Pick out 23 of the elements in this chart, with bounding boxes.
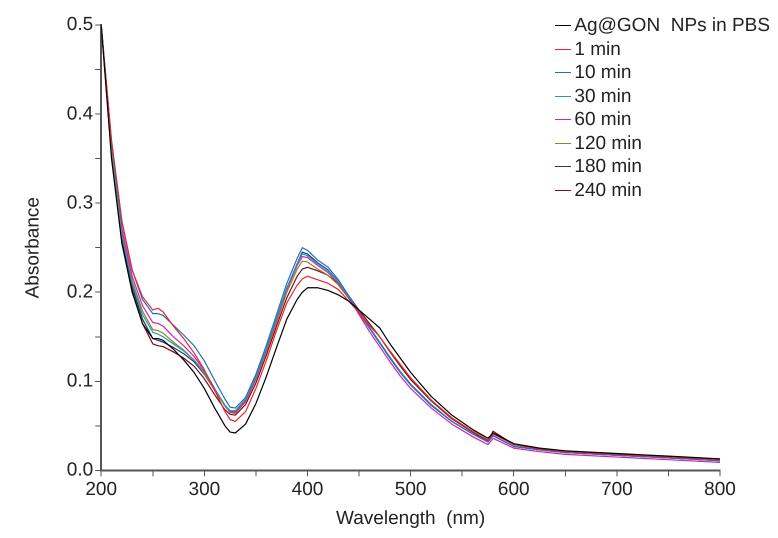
- y-tick-label: 0.4: [66, 103, 94, 124]
- y-tick-label: 0.0: [66, 460, 94, 481]
- x-axis-title: Wavelength (nm): [336, 508, 486, 529]
- legend-label: 60 min: [574, 108, 632, 132]
- x-tick-label: 700: [601, 479, 633, 500]
- y-tick-label: 0.1: [66, 370, 94, 392]
- x-tick-label: 200: [85, 479, 118, 500]
- legend-label: 180 min: [574, 155, 642, 178]
- legend-label: 120 min: [574, 132, 642, 155]
- x-tick-label: 800: [704, 479, 736, 500]
- legend-label: 240 min: [574, 178, 642, 202]
- x-tick-label: 300: [188, 479, 220, 500]
- x-tick-label: 500: [394, 479, 426, 500]
- legend-label: Ag@GON NPs in PBS: [574, 14, 770, 38]
- x-tick-label: 600: [498, 479, 530, 500]
- y-axis-title: Absorbance: [22, 196, 44, 298]
- y-tick-label: 0.2: [66, 281, 94, 302]
- legend-label: 10 min: [574, 61, 632, 84]
- legend-label: 30 min: [574, 84, 632, 108]
- x-tick-label: 400: [292, 479, 324, 500]
- legend-label: 1 min: [574, 38, 621, 61]
- y-tick-label: 0.3: [66, 192, 94, 214]
- y-tick-label: 0.5: [66, 14, 94, 36]
